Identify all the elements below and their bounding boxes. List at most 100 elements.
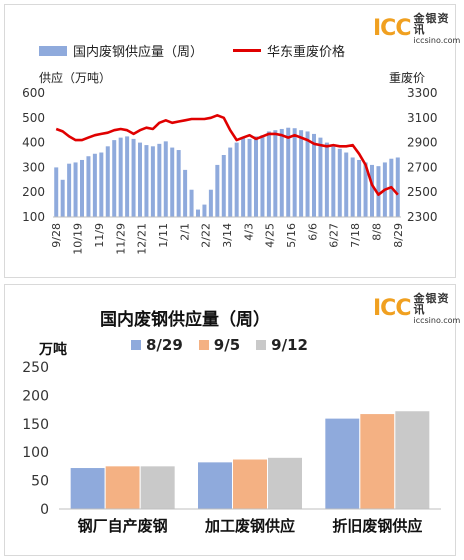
x-tick-label: 7/18 — [349, 223, 362, 248]
legend-item-1: 8/29 — [131, 336, 183, 354]
supply-bar — [92, 153, 97, 217]
supply-bar — [86, 156, 91, 217]
supply-bar — [363, 162, 368, 217]
chart2-svg: 0 50 100 150 200 250 钢厂自产废钢 加工废钢供应 折旧废钢供应 — [22, 360, 441, 535]
supply-bar — [350, 157, 355, 217]
y-tick-label: 50 — [31, 474, 49, 490]
x-tick-label: 6/27 — [328, 223, 341, 248]
supply-bar — [344, 152, 349, 217]
y-left-axis-title: 供应（万吨） — [39, 70, 111, 85]
supply-bar — [324, 142, 329, 217]
y-right-tick-label: 3300 — [407, 86, 438, 100]
supply-price-chart-panel: ICC 金银资讯 iccsino.com 国内废钢供应量（周） 华东重废价格 供… — [4, 4, 460, 278]
supply-bar — [260, 135, 265, 217]
x-tick-label: 4/3 — [242, 223, 255, 241]
grouped-bar — [359, 413, 396, 510]
x-tick-label: 4/25 — [264, 223, 277, 248]
y-left-tick-label: 100 — [22, 210, 45, 224]
supply-bar — [196, 209, 200, 217]
supply-bar — [312, 133, 316, 217]
price-line — [55, 114, 399, 196]
chart1-svg: 供应（万吨） 重废价 100 200 300 400 500 600 2300 2500 2700 2… — [22, 70, 438, 255]
grouped-bar — [104, 465, 141, 510]
legend-item-3: 9/12 — [256, 336, 308, 354]
legend-swatch-1 — [131, 340, 141, 350]
x-tick-label: 6/6 — [306, 223, 319, 241]
supply-bar — [105, 146, 110, 217]
legend-label-2: 9/5 — [213, 336, 241, 354]
supply-bar — [228, 147, 233, 217]
supply-bar — [144, 145, 149, 217]
y-left-tick-label: 400 — [22, 136, 45, 150]
grouped-bar — [139, 465, 176, 510]
supply-bar — [163, 141, 168, 217]
supply-bar — [370, 164, 374, 217]
supply-bar — [176, 150, 181, 217]
supply-bar — [60, 179, 65, 217]
supply-bar — [234, 142, 239, 217]
grouped-bar — [394, 410, 431, 510]
supply-bar — [299, 130, 304, 217]
grouped-bar — [232, 458, 268, 510]
x-tick-label: 12/21 — [136, 223, 149, 255]
supply-bar — [254, 136, 258, 217]
supply-bar — [395, 157, 400, 217]
category-label: 钢厂自产废钢 — [78, 517, 168, 535]
supply-bar — [331, 145, 336, 217]
category-label: 加工废钢供应 — [204, 517, 295, 535]
supply-bar — [318, 137, 323, 217]
supply-bar — [247, 138, 252, 217]
y-left-tick-label: 300 — [22, 160, 45, 174]
supply-bar — [189, 189, 194, 217]
chart2-title: 国内废钢供应量（周） — [100, 310, 270, 330]
legend-label-3: 9/12 — [271, 336, 308, 354]
y-tick-label: 100 — [22, 445, 49, 461]
chart2-unit: 万吨 — [39, 342, 67, 358]
supply-bar — [202, 204, 207, 217]
legend-label-1: 8/29 — [146, 336, 183, 354]
legend-item-2: 9/5 — [198, 336, 241, 354]
x-tick-label: 9/28 — [50, 223, 63, 248]
x-tick-label: 11/29 — [114, 223, 127, 255]
supply-bar — [292, 128, 297, 217]
y-right-tick-label: 2700 — [407, 160, 438, 174]
y-right-tick-label: 2300 — [407, 210, 438, 224]
y-tick-label: 200 — [22, 388, 49, 404]
supply-bar — [286, 127, 291, 217]
x-tick-label: 10/19 — [72, 223, 85, 255]
supply-breakdown-chart-panel: ICC 金银资讯 iccsino.com 国内废钢供应量（周） 万吨 8/29 … — [4, 284, 460, 556]
supply-bar — [170, 147, 175, 217]
supply-bar — [183, 169, 188, 217]
logo-mark: ICC — [373, 16, 411, 41]
y-tick-label: 150 — [22, 417, 49, 433]
grouped-bar — [324, 417, 361, 510]
category-label: 折旧废钢供应 — [332, 517, 422, 535]
supply-bar — [221, 155, 226, 217]
logo-cn-2: 金银资讯 — [413, 292, 450, 316]
y-right-tick-label: 2500 — [407, 185, 438, 199]
icc-logo-2: ICC 金银资讯 iccsino.com — [373, 293, 460, 325]
supply-bar — [215, 164, 220, 217]
supply-bar — [54, 167, 59, 217]
supply-bar — [138, 142, 142, 217]
supply-bar — [99, 152, 104, 217]
logo-url: iccsino.com — [413, 36, 461, 45]
x-tick-label: 2/22 — [200, 223, 213, 248]
x-tick-label: 3/14 — [221, 223, 234, 248]
grouped-bar — [69, 467, 106, 510]
chart2-legend: 8/29 9/5 9/12 — [131, 336, 324, 354]
legend-swatch-2 — [198, 340, 209, 350]
supply-bar — [73, 162, 78, 217]
x-tick-label: 5/16 — [285, 223, 298, 248]
icc-logo: ICC 金银资讯 iccsino.com — [373, 13, 460, 45]
logo-cn: 金银资讯 — [413, 12, 450, 36]
supply-bar — [337, 148, 342, 217]
logo-url-2: iccsino.com — [413, 316, 461, 325]
supply-bar — [80, 159, 84, 217]
y-right-tick-label: 3100 — [407, 111, 438, 125]
x-tick-label: 11/9 — [93, 223, 106, 248]
supply-bar — [305, 131, 310, 217]
supply-bar — [112, 140, 117, 217]
legend-bar-label: 国内废钢供应量（周） — [73, 45, 204, 60]
y-left-tick-label: 600 — [22, 86, 45, 100]
